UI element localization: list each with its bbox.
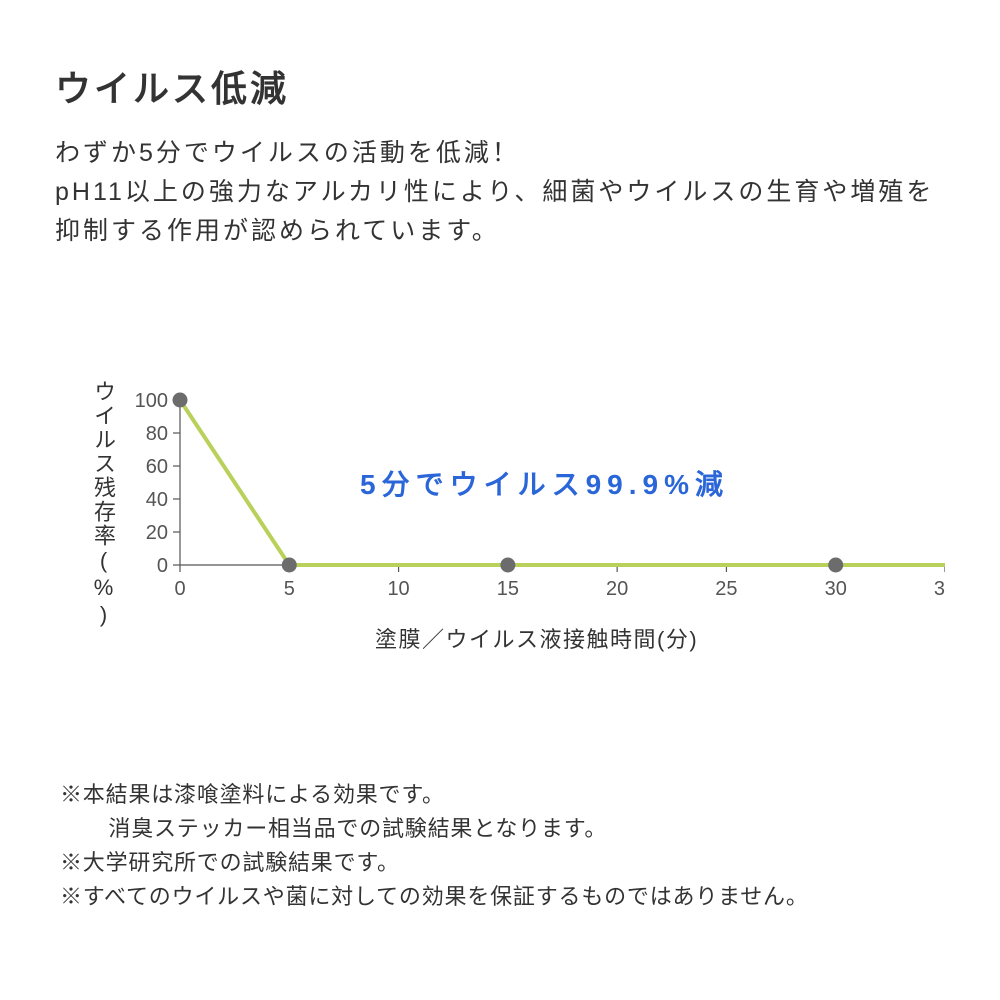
svg-text:10: 10	[387, 578, 409, 600]
description-line-2: pH11以上の強力なアルカリ性により、細菌やウイルスの生育や増殖を抑制する作用が…	[55, 178, 934, 245]
footnote-line: ※本結果は漆喰塗料による効果です。	[60, 778, 940, 812]
description: わずか5分でウイルスの活動を低減！ pH11以上の強力なアルカリ性により、細菌や…	[55, 134, 945, 250]
svg-text:35: 35	[934, 578, 945, 600]
svg-text:80: 80	[146, 423, 168, 445]
svg-text:60: 60	[146, 456, 168, 478]
footnotes: ※本結果は漆喰塗料による効果です。消臭ステッカー相当品での試験結果となります。※…	[60, 778, 940, 914]
svg-text:0: 0	[157, 555, 168, 577]
svg-text:0: 0	[174, 578, 185, 600]
footnote-line: ※すべてのウイルスや菌に対しての効果を保証するものではありません。	[60, 880, 940, 914]
x-axis-label: 塗膜／ウイルス液接触時間(分)	[375, 622, 698, 654]
svg-text:20: 20	[146, 522, 168, 544]
svg-text:5: 5	[284, 578, 295, 600]
page-title: ウイルス低減	[55, 60, 945, 112]
svg-text:15: 15	[497, 578, 519, 600]
svg-text:25: 25	[715, 578, 737, 600]
description-line-1: わずか5分でウイルスの活動を低減！	[55, 139, 520, 167]
footnote-line: 消臭ステッカー相当品での試験結果となります。	[60, 812, 940, 846]
svg-text:40: 40	[146, 489, 168, 511]
footnote-line: ※大学研究所での試験結果です。	[60, 846, 940, 880]
svg-text:30: 30	[825, 578, 847, 600]
virus-reduction-chart: 0 20 40 60 80 100 0 5 10 15 20 25 30 35 5分でウイルス99.9%減…	[115, 390, 945, 650]
y-axis-label: ウイルス残存率(%)	[87, 380, 119, 629]
svg-text:20: 20	[606, 578, 628, 600]
chart-annotation: 5分でウイルス99.9%減	[360, 463, 729, 503]
svg-text:100: 100	[135, 390, 168, 412]
